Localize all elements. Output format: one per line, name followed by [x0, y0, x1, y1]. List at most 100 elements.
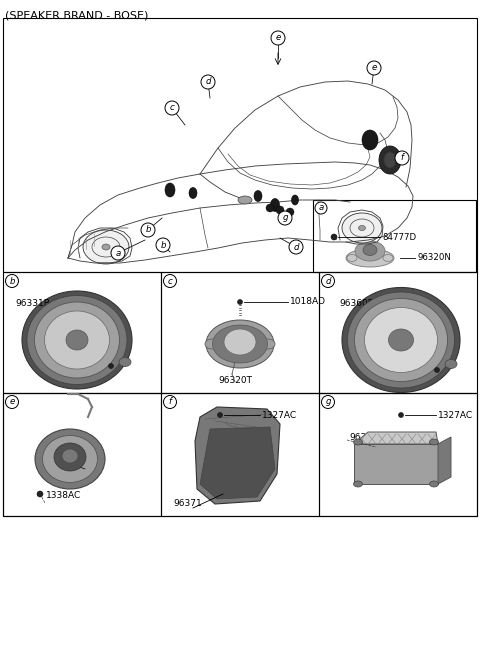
Polygon shape	[354, 444, 438, 484]
Circle shape	[37, 491, 43, 497]
Ellipse shape	[342, 213, 382, 243]
Circle shape	[322, 274, 335, 287]
Ellipse shape	[238, 196, 252, 204]
Text: f: f	[168, 398, 171, 407]
Ellipse shape	[165, 183, 175, 197]
Circle shape	[164, 396, 177, 409]
Ellipse shape	[363, 245, 377, 255]
Ellipse shape	[83, 230, 129, 264]
Ellipse shape	[348, 292, 455, 388]
Text: 1018AD: 1018AD	[290, 298, 326, 306]
Ellipse shape	[27, 295, 127, 384]
Circle shape	[278, 211, 292, 225]
Text: 84777D: 84777D	[382, 232, 416, 241]
Circle shape	[398, 413, 404, 417]
Polygon shape	[438, 437, 451, 484]
Ellipse shape	[224, 329, 256, 355]
Bar	[161, 393, 319, 516]
Polygon shape	[354, 432, 438, 444]
Ellipse shape	[271, 199, 279, 211]
Circle shape	[395, 151, 409, 165]
Text: 96370N: 96370N	[349, 434, 384, 443]
Text: 1338AC: 1338AC	[46, 491, 81, 501]
Circle shape	[5, 396, 19, 409]
Circle shape	[217, 413, 223, 417]
Text: a: a	[115, 249, 120, 258]
Circle shape	[266, 204, 274, 212]
Ellipse shape	[66, 330, 88, 350]
Ellipse shape	[362, 130, 378, 150]
Text: 1327AC: 1327AC	[438, 411, 473, 419]
Circle shape	[289, 240, 303, 254]
Bar	[3, 393, 477, 516]
Text: 96350L: 96350L	[58, 449, 92, 457]
Text: d: d	[325, 276, 331, 285]
Ellipse shape	[353, 481, 362, 487]
Text: 96371: 96371	[173, 499, 202, 508]
Circle shape	[276, 206, 284, 214]
Ellipse shape	[445, 359, 457, 369]
Circle shape	[331, 234, 337, 240]
Bar	[3, 272, 161, 393]
Ellipse shape	[383, 255, 393, 262]
Bar	[313, 200, 476, 272]
Text: d: d	[293, 243, 299, 251]
Ellipse shape	[254, 190, 262, 201]
Ellipse shape	[355, 298, 447, 382]
Text: g: g	[282, 213, 288, 222]
Ellipse shape	[384, 152, 396, 168]
Text: 96320T: 96320T	[218, 376, 252, 385]
Ellipse shape	[291, 195, 299, 205]
Ellipse shape	[342, 287, 460, 392]
Circle shape	[156, 238, 170, 252]
Ellipse shape	[119, 358, 131, 367]
Circle shape	[434, 367, 440, 373]
Text: 96331B: 96331B	[15, 300, 50, 308]
Text: (SPEAKER BRAND - BOSE): (SPEAKER BRAND - BOSE)	[5, 10, 148, 20]
Text: g: g	[325, 398, 331, 407]
Polygon shape	[195, 407, 280, 504]
Text: 96360D: 96360D	[339, 300, 374, 308]
Circle shape	[322, 396, 335, 409]
Circle shape	[286, 208, 294, 216]
Ellipse shape	[35, 302, 120, 378]
Circle shape	[164, 274, 177, 287]
Ellipse shape	[430, 481, 439, 487]
Circle shape	[165, 101, 179, 115]
Polygon shape	[200, 427, 275, 499]
Circle shape	[201, 75, 215, 89]
Text: 1327AC: 1327AC	[262, 411, 297, 419]
Bar	[319, 272, 477, 393]
Ellipse shape	[102, 244, 110, 250]
Bar	[319, 393, 477, 516]
Circle shape	[141, 223, 155, 237]
Ellipse shape	[45, 311, 109, 369]
Text: c: c	[169, 104, 174, 112]
Ellipse shape	[43, 436, 97, 483]
Text: c: c	[168, 276, 172, 285]
Text: b: b	[9, 276, 15, 285]
Text: b: b	[145, 226, 151, 234]
Bar	[161, 272, 319, 393]
Text: 96301A: 96301A	[367, 318, 402, 327]
Ellipse shape	[22, 291, 132, 389]
Ellipse shape	[205, 339, 219, 349]
Circle shape	[238, 300, 242, 304]
Ellipse shape	[62, 449, 78, 463]
Bar	[3, 393, 161, 516]
Text: e: e	[10, 398, 14, 407]
Circle shape	[111, 246, 125, 260]
Ellipse shape	[359, 226, 365, 230]
Text: d: d	[205, 77, 211, 87]
Ellipse shape	[379, 146, 401, 174]
Text: e: e	[276, 33, 281, 43]
Text: b: b	[160, 241, 166, 249]
Ellipse shape	[355, 241, 385, 261]
Ellipse shape	[430, 439, 439, 445]
Text: 96350R: 96350R	[58, 461, 93, 470]
Text: a: a	[318, 203, 324, 213]
Text: f: f	[400, 154, 404, 163]
Bar	[3, 18, 477, 272]
Ellipse shape	[206, 320, 274, 368]
Circle shape	[271, 31, 285, 45]
